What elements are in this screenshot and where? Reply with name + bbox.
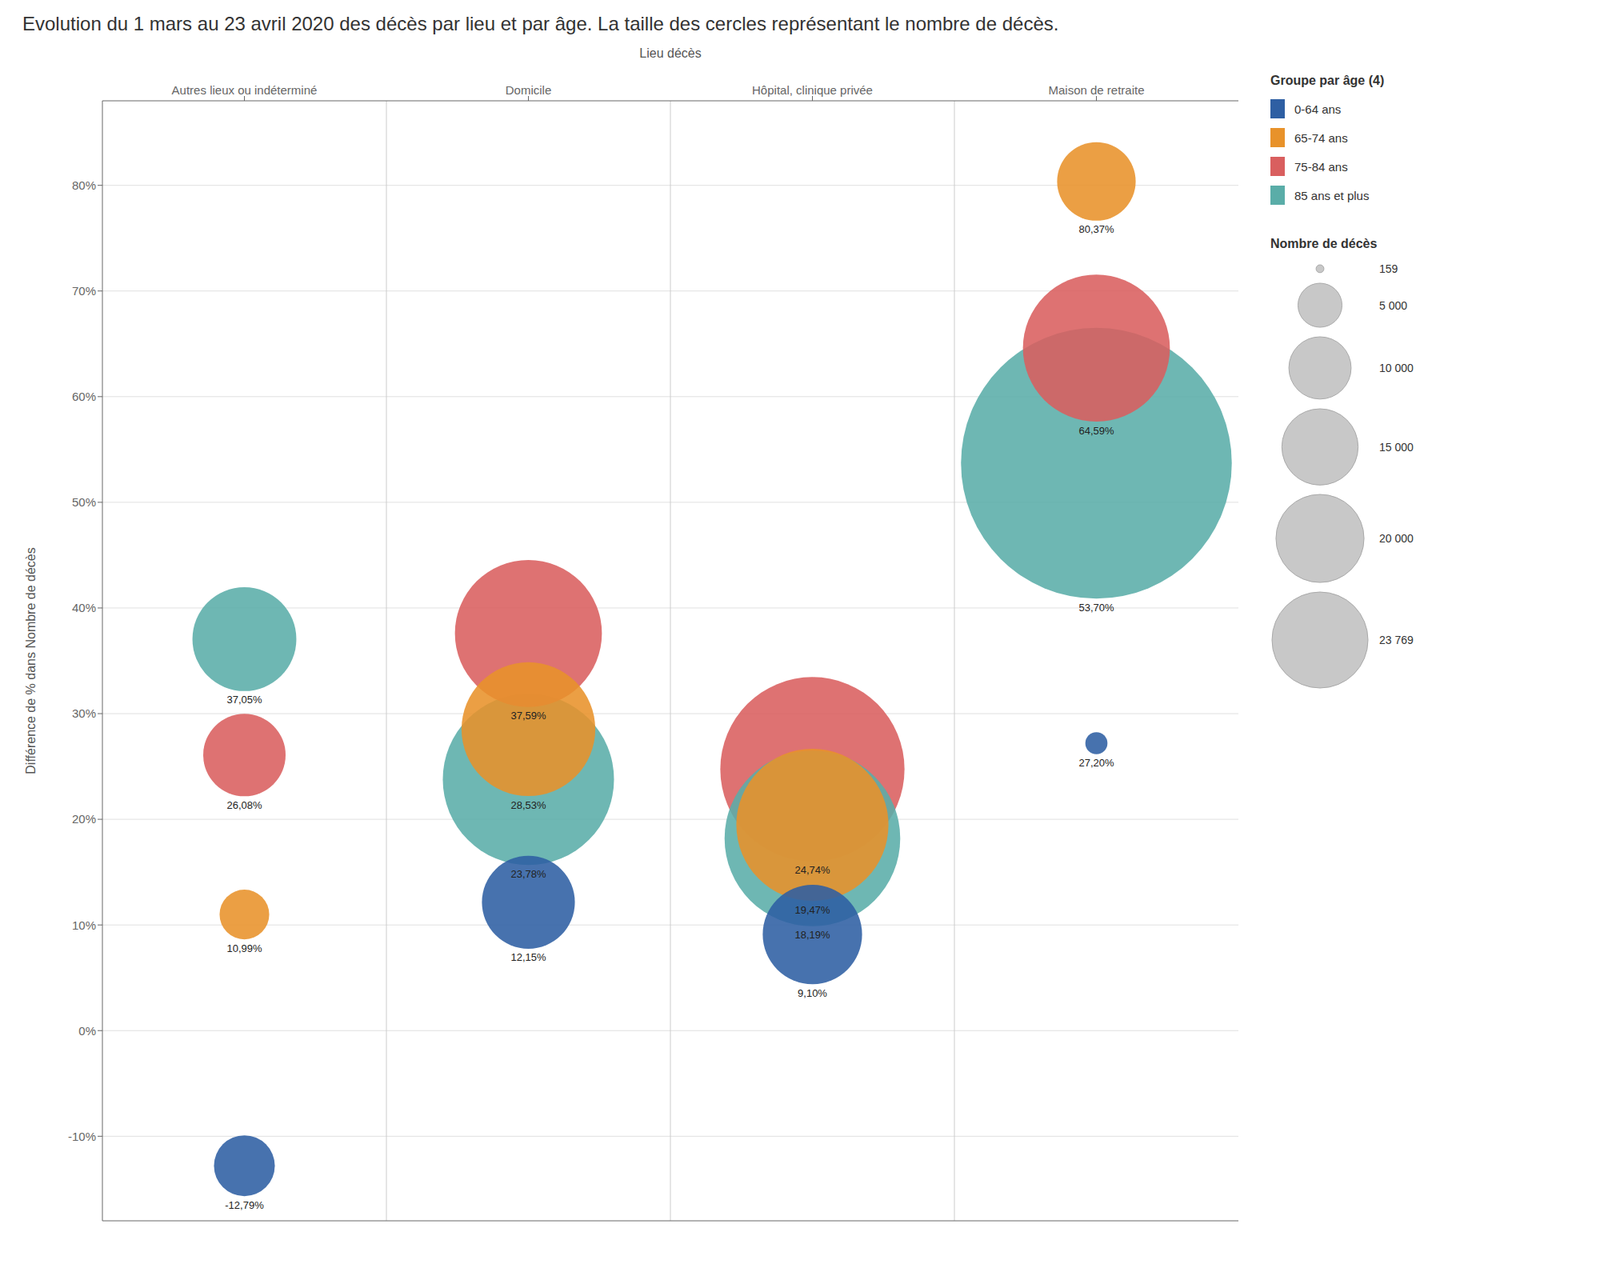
svg-text:53,70%: 53,70% bbox=[1078, 601, 1115, 614]
html-text:Nombre de décès: Nombre de décès bbox=[1270, 236, 1378, 251]
svg-text:80%: 80% bbox=[72, 178, 96, 192]
svg-text:70%: 70% bbox=[72, 284, 96, 298]
svg-text:Domicile: Domicile bbox=[505, 83, 552, 97]
svg-text:27,20%: 27,20% bbox=[1078, 756, 1115, 769]
svg-text:24,74%: 24,74% bbox=[794, 864, 831, 876]
svg-text:64,59%: 64,59% bbox=[1078, 424, 1115, 437]
svg-text:37,05%: 37,05% bbox=[226, 693, 263, 706]
svg-text:-10%: -10% bbox=[68, 1129, 96, 1144]
svg-text:Différence de % dans Nombre de: Différence de % dans Nombre de décès bbox=[24, 547, 38, 774]
svg-text:19,47%: 19,47% bbox=[794, 904, 831, 916]
svg-text:Maison de retraite: Maison de retraite bbox=[1048, 83, 1144, 97]
html-text:Lieu décès: Lieu décès bbox=[639, 46, 702, 60]
svg-text:9,10%: 9,10% bbox=[797, 987, 828, 1000]
html-text:65-74 ans: 65-74 ans bbox=[1294, 130, 1348, 145]
svg-text:0%: 0% bbox=[78, 1024, 96, 1038]
svg-text:60%: 60% bbox=[72, 389, 96, 404]
html-text:85 ans et plus: 85 ans et plus bbox=[1294, 188, 1370, 202]
html-text:23 769: 23 769 bbox=[1379, 633, 1414, 647]
svg-text:28,53%: 28,53% bbox=[510, 799, 547, 812]
html-text:10 000: 10 000 bbox=[1379, 361, 1414, 375]
svg-text:Hôpital, clinique privée: Hôpital, clinique privée bbox=[752, 83, 873, 97]
svg-text:23,78%: 23,78% bbox=[510, 868, 547, 880]
html-text:159: 159 bbox=[1379, 262, 1398, 276]
svg-text:26,08%: 26,08% bbox=[226, 799, 263, 812]
html-text:Groupe par âge (4): Groupe par âge (4) bbox=[1270, 73, 1385, 88]
html-text:Evolution du 1 mars au 23 avri: Evolution du 1 mars au 23 avril 2020 des… bbox=[22, 12, 1059, 35]
svg-text:-12,79%: -12,79% bbox=[224, 1199, 264, 1212]
svg-text:37,59%: 37,59% bbox=[510, 709, 547, 722]
svg-text:20%: 20% bbox=[72, 812, 96, 826]
html-text:0-64 ans: 0-64 ans bbox=[1294, 102, 1342, 116]
svg-text:10%: 10% bbox=[72, 918, 96, 932]
svg-text:10,99%: 10,99% bbox=[226, 942, 263, 955]
svg-text:50%: 50% bbox=[72, 495, 96, 509]
svg-text:80,37%: 80,37% bbox=[1078, 223, 1115, 236]
html-text:75-84 ans: 75-84 ans bbox=[1294, 159, 1348, 174]
svg-text:12,15%: 12,15% bbox=[510, 951, 547, 964]
html-text:20 000: 20 000 bbox=[1379, 532, 1414, 545]
svg-text:30%: 30% bbox=[72, 706, 96, 720]
svg-text:18,19%: 18,19% bbox=[794, 928, 831, 941]
html-text:15 000: 15 000 bbox=[1379, 440, 1414, 454]
svg-text:40%: 40% bbox=[72, 600, 96, 615]
svg-text:Autres lieux ou indéterminé: Autres lieux ou indéterminé bbox=[172, 83, 318, 97]
html-text:5 000: 5 000 bbox=[1379, 298, 1408, 312]
